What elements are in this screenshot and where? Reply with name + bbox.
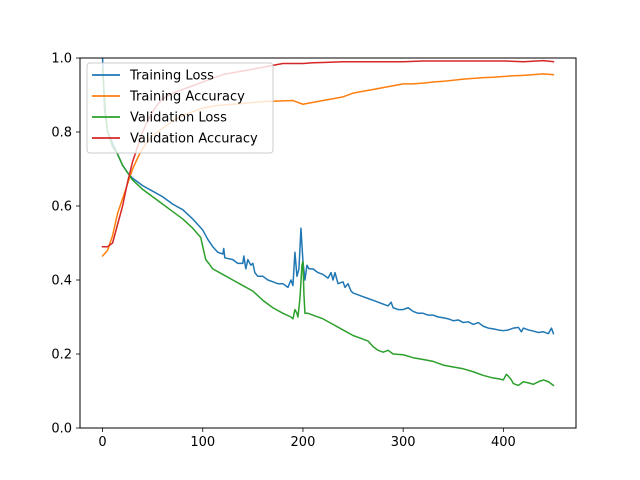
plot-frame — [79, 57, 577, 429]
x-tick-label: 400 — [491, 435, 516, 450]
y-tick-label: 0.6 — [51, 200, 72, 215]
legend-label-validation-accuracy: Validation Accuracy — [130, 132, 258, 147]
y-tick-label: 0.8 — [51, 126, 72, 141]
series-line-training-loss — [101, 58, 555, 335]
y-axis: 0.0 0.2 0.4 0.6 0.8 1.0 — [51, 52, 80, 437]
x-tick-label: 0 — [98, 435, 106, 450]
legend-label-training-accuracy: Training Accuracy — [129, 90, 245, 105]
legend-label-validation-loss: Validation Loss — [130, 111, 227, 126]
legend: Training Loss Training Accuracy Validation… — [86, 62, 274, 154]
x-tick-label: 300 — [391, 435, 416, 450]
legend-label-training-loss: Training Loss — [129, 69, 214, 84]
y-tick-label: 0.2 — [51, 348, 72, 363]
y-tick-label: 0.0 — [51, 422, 72, 437]
y-tick-label: 0.4 — [51, 274, 72, 289]
series-line-validation-loss — [101, 68, 555, 387]
x-tick-label: 100 — [190, 435, 215, 450]
legend-box — [86, 62, 274, 154]
x-tick-label: 200 — [291, 435, 316, 450]
y-tick-label: 1.0 — [51, 52, 72, 67]
x-axis: 0 100 200 300 400 — [98, 428, 516, 450]
